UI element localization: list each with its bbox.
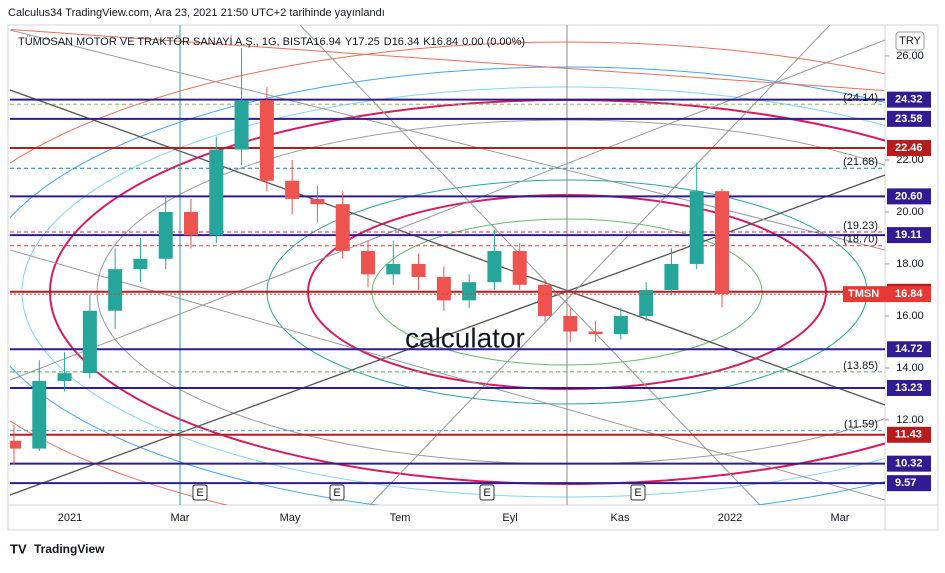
candle-body: [108, 269, 123, 311]
candle-body: [588, 331, 603, 335]
event-label: E: [196, 487, 203, 499]
x-tick-label: 2022: [718, 512, 742, 524]
candle-body: [32, 380, 47, 449]
footer: TradingView: [34, 542, 105, 556]
y-tick-label: 26.00: [896, 50, 924, 62]
ohlc-value: Y17.25: [345, 36, 380, 48]
level-badge: [887, 139, 931, 156]
price-name: TMSN: [848, 288, 879, 300]
candle-body: [436, 276, 451, 301]
level-label: 19.11: [895, 229, 922, 241]
dashed-level-label: (21.68): [843, 156, 878, 168]
level-badge: [887, 475, 931, 492]
x-tick-label: 2021: [58, 512, 82, 524]
x-tick-label: Mar: [171, 512, 190, 524]
level-label: 11.43: [895, 429, 922, 441]
level-label: 9.57: [895, 477, 916, 489]
level-label: 23.58: [895, 113, 923, 125]
event-marker: [479, 484, 495, 501]
level-label: 20.60: [895, 190, 923, 202]
candle-body: [411, 263, 426, 277]
y-tick-label: 22.00: [896, 154, 924, 166]
candle-body: [386, 263, 401, 275]
level-badge: [887, 426, 931, 443]
event-label: E: [333, 487, 340, 499]
ohlc-value: 0.00 (0.00%): [462, 36, 525, 48]
candle-body: [259, 100, 274, 181]
currency-badge: [895, 31, 925, 51]
candle-body: [689, 191, 704, 264]
candle-body: [285, 180, 300, 199]
event-marker: [630, 484, 646, 501]
chart-frame: [7, 24, 939, 531]
chart-title: TÜMOSAN MOTOR VE TRAKTÖR SANAYİ A.Ş., 1G…: [18, 35, 307, 48]
candle-body: [487, 250, 502, 283]
price-badge: [843, 286, 931, 303]
dashed-level-label: (19.23): [843, 220, 878, 232]
level-badge: [887, 227, 931, 244]
x-tick-label: Tem: [390, 512, 411, 524]
event-marker: [329, 484, 345, 501]
y-tick-label: 12.00: [896, 414, 924, 426]
level-badge: [887, 91, 931, 108]
event-label: E: [483, 487, 490, 499]
ohlc-value: K16.84: [423, 36, 458, 48]
y-tick-label: 14.00: [896, 362, 924, 374]
event-marker: [192, 484, 208, 501]
dashed-level-label: (18.70): [843, 234, 878, 246]
x-tick-label: Mar: [831, 512, 850, 524]
candle-body: [512, 250, 527, 285]
candle-body: [639, 289, 654, 316]
candle-body: [133, 258, 148, 270]
level-label: 22.46: [895, 142, 923, 154]
dashed-level-label: (24.14): [843, 92, 878, 104]
ohlc-value: D16.34: [384, 36, 419, 48]
level-label: 10.32: [895, 458, 923, 470]
candle-body: [10, 440, 21, 449]
level-badge: [887, 455, 931, 472]
level-badge: [887, 110, 931, 127]
candle-body: [361, 250, 375, 275]
candle-body: [209, 149, 224, 236]
y-tick-label: 18.00: [896, 258, 924, 270]
level-badge: [887, 341, 931, 358]
y-tick-label: 20.00: [896, 206, 924, 218]
level-label: 13.23: [895, 382, 923, 394]
candle-body: [664, 263, 679, 290]
dashed-level-label: (11.59): [844, 419, 878, 431]
candle-body: [184, 211, 198, 236]
level-label: 14.72: [895, 343, 923, 355]
x-tick-label: May: [280, 512, 301, 524]
candle-body: [613, 315, 628, 335]
watermark: calculator: [405, 322, 525, 353]
candle-body: [310, 198, 325, 205]
candle-body: [57, 373, 72, 381]
candle-body: [462, 282, 477, 301]
header: Calculus34 TradingView.com, Ara 23, 2021…: [8, 7, 385, 19]
candle-body: [335, 204, 350, 251]
candle-body: [234, 100, 249, 150]
ohlc-value: A16.94: [306, 36, 341, 48]
y-tick-label: 16.00: [896, 310, 924, 322]
candle-body: [563, 315, 578, 332]
candle-body: [82, 310, 97, 374]
currency: TRY: [899, 35, 921, 47]
x-tick-label: Kas: [611, 512, 630, 524]
dashed-level-label: (13.85): [843, 360, 878, 372]
event-label: E: [634, 487, 641, 499]
price-label: 16.84: [895, 288, 923, 300]
level-badge: [887, 379, 931, 396]
level-badge: [887, 188, 931, 205]
footer-logo: TV: [10, 541, 27, 556]
x-tick-label: Eyl: [502, 512, 517, 524]
candle-body: [158, 211, 173, 259]
plot-area: [10, 48, 885, 485]
level-label: 24.32: [895, 94, 923, 106]
candle-body: [715, 191, 729, 295]
candle-body: [538, 284, 552, 316]
